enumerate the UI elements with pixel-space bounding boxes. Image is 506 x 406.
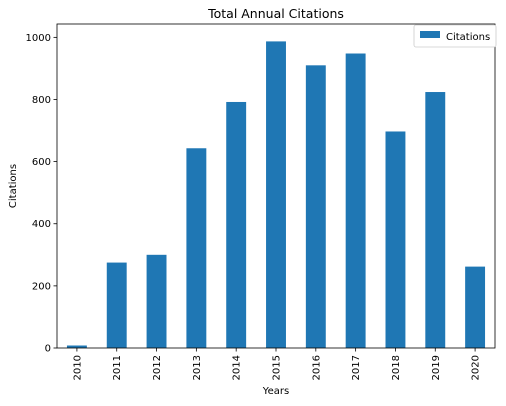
x-tick-label: 2013 bbox=[192, 355, 203, 380]
legend-swatch bbox=[420, 31, 440, 38]
x-tick-label: 2010 bbox=[72, 355, 83, 380]
x-tick-label: 2015 bbox=[272, 355, 283, 380]
legend-label: Citations bbox=[446, 32, 490, 43]
x-tick-label: 2018 bbox=[391, 355, 402, 380]
x-tick-label: 2019 bbox=[431, 355, 442, 380]
bar-2015 bbox=[266, 41, 286, 349]
bar-2020 bbox=[465, 266, 486, 348]
bar-2013 bbox=[186, 148, 207, 348]
chart-title: Total Annual Citations bbox=[207, 6, 344, 21]
bar-2016 bbox=[305, 65, 326, 348]
y-tick-label: 800 bbox=[32, 95, 51, 106]
x-axis-label: Years bbox=[262, 386, 289, 397]
y-tick-label: 400 bbox=[32, 219, 51, 230]
y-axis: 0 200 400 600 800 1000 bbox=[26, 33, 57, 355]
x-tick-label: 2016 bbox=[311, 355, 322, 380]
legend-frame bbox=[413, 24, 497, 48]
bar-2012 bbox=[146, 254, 167, 348]
bar-2014 bbox=[226, 101, 247, 348]
x-tick-label: 2014 bbox=[232, 355, 243, 380]
x-tick-label: 2017 bbox=[351, 355, 362, 380]
bar-2019 bbox=[425, 92, 446, 348]
bar-2011 bbox=[106, 262, 127, 348]
y-tick-label: 0 bbox=[45, 344, 51, 355]
y-tick-label: 600 bbox=[32, 157, 51, 168]
bar-2018 bbox=[385, 131, 406, 348]
y-tick-label: 1000 bbox=[26, 33, 51, 44]
x-tick-label: 2020 bbox=[471, 355, 482, 380]
legend: Citations bbox=[413, 24, 497, 48]
x-tick-label: 2012 bbox=[152, 355, 163, 380]
bar-2010 bbox=[66, 345, 87, 348]
bar-2017 bbox=[345, 53, 366, 348]
y-axis-label: Citations bbox=[8, 164, 19, 208]
x-tick-label: 2011 bbox=[112, 355, 123, 380]
x-axis: 2010 2011 2012 2013 2014 2015 2016 2017 2018 2019… bbox=[72, 348, 482, 380]
y-tick-label: 200 bbox=[32, 281, 51, 292]
plot-area bbox=[56, 23, 496, 349]
